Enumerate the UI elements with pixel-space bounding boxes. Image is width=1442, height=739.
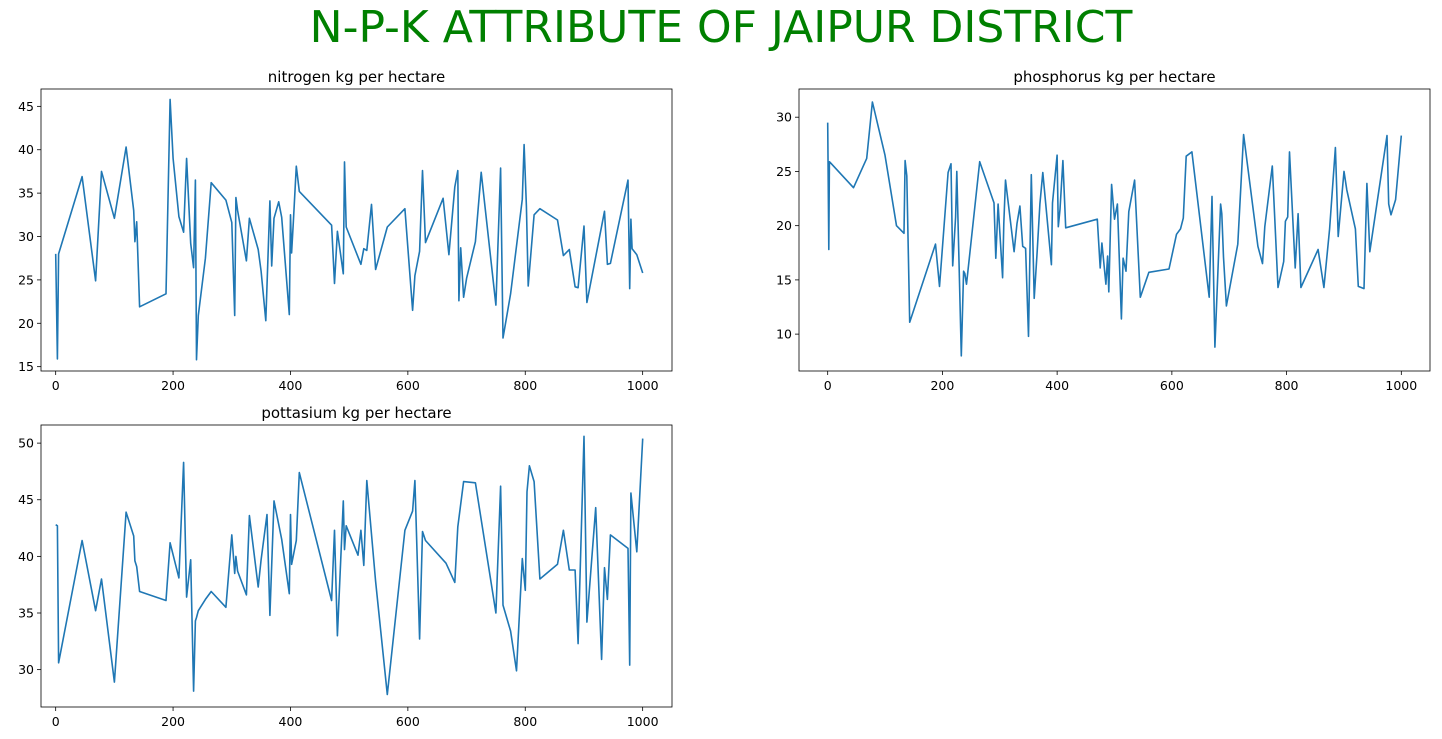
nitrogen-ytick-label: 40 bbox=[18, 142, 34, 157]
nitrogen-ytick-label: 25 bbox=[18, 272, 34, 287]
nitrogen-xtick-label: 800 bbox=[513, 378, 537, 393]
phosphorus-xtick-label: 0 bbox=[824, 378, 832, 393]
pottasium-xtick-label: 0 bbox=[52, 714, 60, 729]
phosphorus-chart: phosphorus kg per hectare 0 200 400 600 800 1… bbox=[776, 68, 1431, 393]
pottasium-chart-title: pottasium kg per hectare bbox=[261, 404, 451, 422]
nitrogen-xtick-label: 0 bbox=[52, 378, 60, 393]
phosphorus-xtick-label: 600 bbox=[1160, 378, 1184, 393]
phosphorus-xtick-label: 400 bbox=[1045, 378, 1069, 393]
phosphorus-ytick-label: 20 bbox=[776, 218, 792, 233]
pottasium-ytick-label: 30 bbox=[18, 662, 34, 677]
phosphorus-plot-frame bbox=[798, 88, 1431, 372]
phosphorus-ytick-label: 25 bbox=[776, 164, 792, 179]
phosphorus-series-line bbox=[826, 101, 1403, 357]
phosphorus-ytick-label: 15 bbox=[776, 272, 792, 287]
phosphorus-ytick-label: 10 bbox=[776, 327, 792, 342]
nitrogen-plot-frame bbox=[40, 88, 673, 372]
nitrogen-xtick-label: 600 bbox=[396, 378, 420, 393]
phosphorus-xtick-label: 1000 bbox=[1385, 378, 1417, 393]
nitrogen-chart-title: nitrogen kg per hectare bbox=[268, 68, 445, 86]
pottasium-ytick-label: 50 bbox=[18, 436, 34, 451]
nitrogen-ytick-label: 45 bbox=[18, 99, 34, 114]
pottasium-chart: pottasium kg per hectare 0 200 400 600 800 10… bbox=[18, 404, 673, 729]
pottasium-plot-frame bbox=[40, 424, 673, 708]
phosphorus-xtick-label: 200 bbox=[930, 378, 954, 393]
nitrogen-ytick-label: 15 bbox=[18, 359, 34, 374]
nitrogen-xtick-label: 200 bbox=[161, 378, 185, 393]
nitrogen-series-line bbox=[54, 98, 644, 361]
nitrogen-ytick-label: 35 bbox=[18, 186, 34, 201]
nitrogen-chart: nitrogen kg per hectare 0 200 400 600 800 100… bbox=[18, 68, 673, 393]
phosphorus-chart-title: phosphorus kg per hectare bbox=[1013, 68, 1215, 86]
nitrogen-xtick-label: 400 bbox=[279, 378, 303, 393]
pottasium-ytick-label: 35 bbox=[18, 606, 34, 621]
pottasium-xtick-label: 800 bbox=[513, 714, 537, 729]
nitrogen-ytick-label: 30 bbox=[18, 229, 34, 244]
pottasium-series-line bbox=[55, 435, 644, 696]
nitrogen-ytick-label: 20 bbox=[18, 316, 34, 331]
phosphorus-ytick-label: 30 bbox=[776, 110, 792, 125]
phosphorus-xtick-label: 800 bbox=[1275, 378, 1299, 393]
pottasium-ytick-label: 40 bbox=[18, 549, 34, 564]
figure-title: N-P-K ATTRIBUTE OF JAIPUR DISTRICT bbox=[309, 2, 1133, 53]
pottasium-xtick-label: 200 bbox=[161, 714, 185, 729]
nitrogen-xtick-label: 1000 bbox=[627, 378, 659, 393]
pottasium-ytick-label: 45 bbox=[18, 492, 34, 507]
pottasium-xtick-label: 1000 bbox=[627, 714, 659, 729]
pottasium-xtick-label: 400 bbox=[279, 714, 303, 729]
pottasium-xtick-label: 600 bbox=[396, 714, 420, 729]
